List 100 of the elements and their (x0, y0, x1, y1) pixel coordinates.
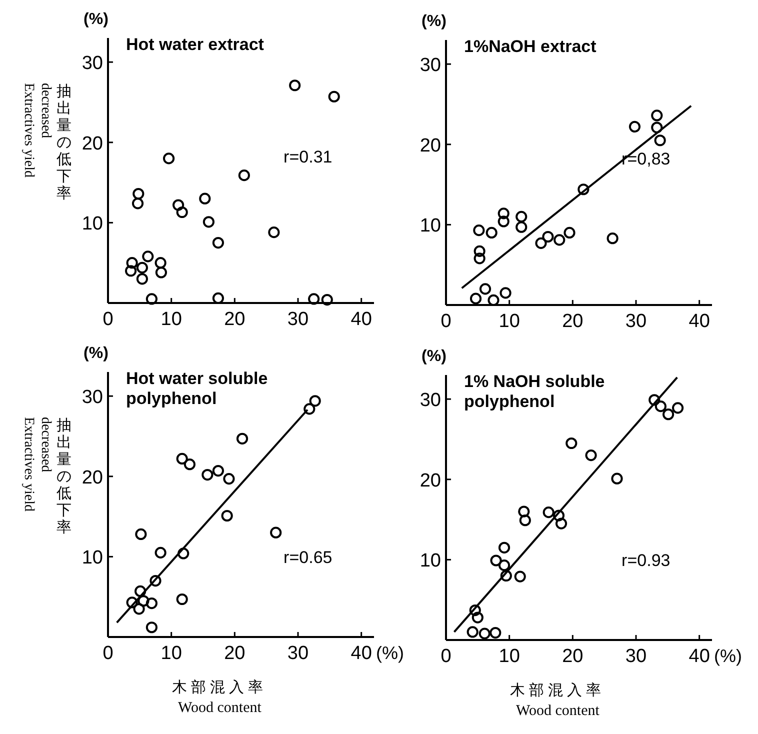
point (309, 395, 321, 407)
point (486, 226, 498, 239)
y-tick-label: 20 (420, 135, 441, 156)
point (654, 400, 666, 412)
point (221, 510, 233, 522)
point (126, 257, 138, 269)
chart-title: 1% NaOH soluble polyphenol (464, 372, 605, 411)
point (651, 122, 663, 134)
point (566, 437, 578, 450)
point (176, 206, 188, 218)
point (542, 230, 554, 243)
annotation: r=0.93 (622, 550, 670, 570)
y-tick-label: 30 (82, 53, 103, 74)
point (490, 554, 502, 566)
point (654, 134, 666, 146)
point (470, 292, 482, 304)
x-tick-label: 30 (287, 643, 309, 664)
point (328, 90, 340, 102)
point (516, 210, 528, 222)
point (585, 450, 597, 462)
text: (%) (422, 13, 446, 30)
point (500, 570, 512, 582)
point (473, 224, 485, 236)
x-tick-label: 0 (440, 311, 452, 332)
point (498, 560, 510, 572)
x-tick-label: 20 (224, 309, 246, 330)
point (555, 518, 568, 530)
y-tick-label: 30 (420, 390, 441, 412)
x-tick-label: 40 (350, 309, 372, 330)
point (135, 528, 147, 540)
point (628, 120, 641, 133)
annotation: r=0.31 (284, 148, 332, 167)
point (236, 432, 248, 444)
point (176, 593, 188, 606)
point (514, 570, 526, 582)
point (199, 192, 211, 204)
y-tick-label: 10 (420, 550, 441, 572)
point (490, 626, 502, 639)
point (518, 506, 530, 518)
x-tick-label: 10 (498, 646, 520, 667)
x-tick-label: 30 (625, 311, 647, 332)
text: (%) (422, 348, 446, 365)
y-tick-label: 30 (420, 55, 441, 76)
x-tick-label: 30 (625, 646, 647, 667)
point (212, 236, 224, 249)
point (308, 293, 320, 305)
x-tick-label: 20 (562, 646, 584, 667)
point (163, 152, 175, 164)
point (535, 237, 547, 249)
x-tick-label: 30 (287, 309, 309, 330)
point (474, 245, 486, 257)
text: (%) (84, 11, 108, 28)
point (478, 628, 490, 640)
point (606, 232, 618, 244)
point (270, 526, 282, 538)
point (184, 458, 196, 470)
point (268, 226, 280, 238)
point (155, 266, 167, 278)
x-tick-label: 0 (440, 646, 452, 667)
point (136, 262, 148, 274)
y-tick-label: 20 (420, 470, 441, 492)
point (212, 464, 224, 477)
point (146, 293, 158, 305)
point (150, 574, 162, 587)
point (554, 234, 566, 246)
point (469, 604, 481, 616)
x-tick-label: 0 (102, 643, 114, 664)
point (125, 265, 137, 277)
point (552, 510, 565, 522)
point (474, 252, 486, 264)
point (672, 402, 684, 414)
point (146, 597, 158, 610)
point (648, 394, 660, 406)
point (289, 80, 301, 92)
point (516, 221, 528, 233)
annotation: r=0.65 (284, 548, 332, 567)
point (564, 226, 576, 239)
point (134, 585, 146, 598)
point (202, 468, 214, 481)
point (172, 199, 184, 211)
y-tick-label: 10 (82, 214, 103, 235)
point (178, 548, 190, 560)
x-tick-label: 0 (102, 309, 114, 330)
x-tick-label: 40 (688, 311, 710, 332)
chart-title: 1%NaOH extract (464, 37, 597, 56)
point (466, 626, 478, 638)
y-tick-label: 30 (82, 387, 103, 408)
x-tick-label: 20 (562, 311, 584, 332)
text: (%) (714, 646, 742, 666)
point (611, 472, 623, 484)
point (304, 403, 316, 415)
x-axis-title: 木部混入率 Wood content (510, 682, 606, 719)
point (472, 612, 484, 624)
point (142, 250, 154, 262)
text: (%) (376, 643, 404, 663)
point (223, 473, 235, 485)
x-axis-title: 木部混入率 Wood content (172, 679, 268, 716)
point (132, 198, 144, 210)
point (146, 622, 158, 634)
point (238, 170, 250, 182)
